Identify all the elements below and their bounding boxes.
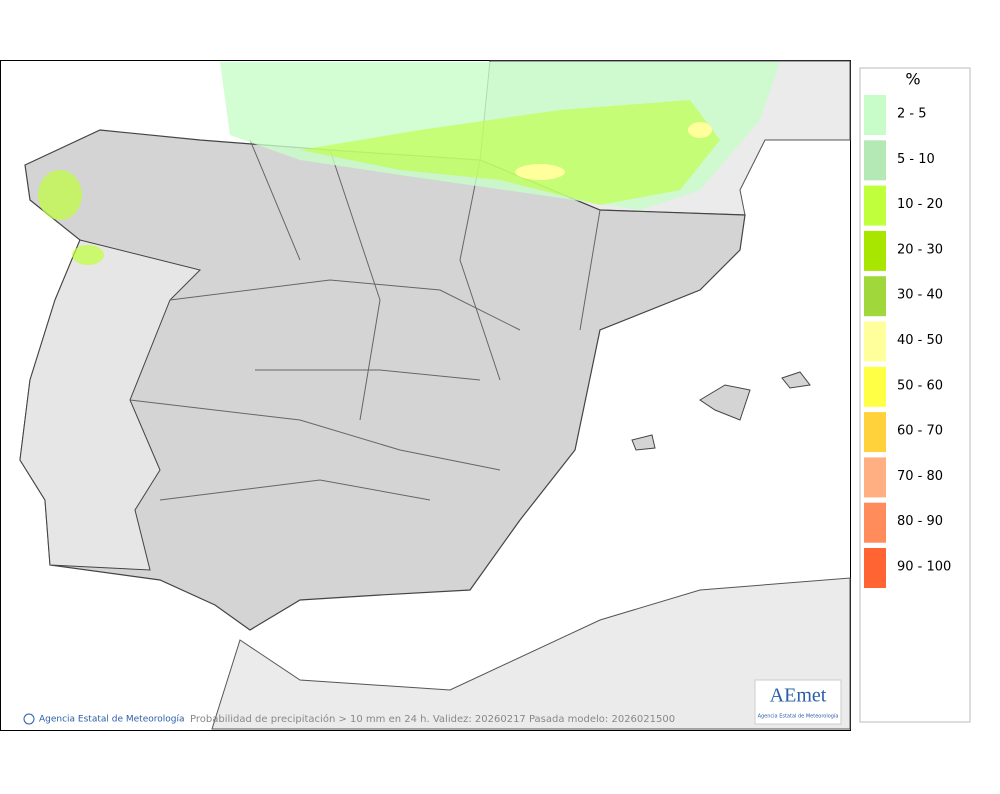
credit: Agencia Estatal de Meteorología — [39, 715, 185, 725]
legend-swatch — [864, 502, 886, 543]
precip-area — [688, 122, 712, 138]
legend-swatch — [864, 321, 886, 362]
legend-swatch — [864, 457, 886, 498]
logo-box — [754, 679, 842, 725]
region-borders — [129, 139, 601, 501]
ibiza — [631, 434, 656, 451]
legend-swatch — [864, 366, 886, 407]
precip-area — [38, 170, 82, 220]
africa — [211, 577, 851, 730]
legend-title: % — [905, 70, 920, 89]
legend-label: 50 - 60 — [897, 378, 943, 393]
legend-label: 80 - 90 — [897, 514, 943, 529]
legend-label: 90 - 100 — [897, 560, 951, 575]
legend-swatch — [864, 185, 886, 226]
legend-swatch — [864, 140, 886, 181]
logo: AEmet — [770, 685, 827, 707]
credit-icon — [23, 713, 35, 725]
legend-label: 20 - 30 — [897, 242, 943, 257]
legend-label: 40 - 50 — [897, 333, 943, 348]
logo-subtitle: Agencia Estatal de Meteorología — [758, 713, 839, 720]
legend-swatch — [864, 548, 886, 588]
legend-swatch — [864, 95, 886, 135]
legend-label: 10 - 20 — [897, 197, 943, 212]
precip-area — [72, 245, 104, 265]
legend-label: 30 - 40 — [897, 288, 943, 303]
legend-swatch — [864, 412, 886, 453]
legend-label: 60 - 70 — [897, 424, 943, 439]
precip-area — [515, 164, 565, 180]
caption: Probabilidad de precipitación > 10 mm en… — [190, 713, 675, 725]
legend-swatch — [864, 276, 886, 317]
legend-label: 70 - 80 — [897, 469, 943, 484]
mallorca — [699, 384, 751, 421]
legend-label: 2 - 5 — [897, 107, 927, 122]
menorca — [781, 371, 811, 389]
legend-swatch — [864, 230, 886, 271]
precip-area — [300, 100, 720, 205]
legend-label: 5 - 10 — [897, 152, 935, 167]
